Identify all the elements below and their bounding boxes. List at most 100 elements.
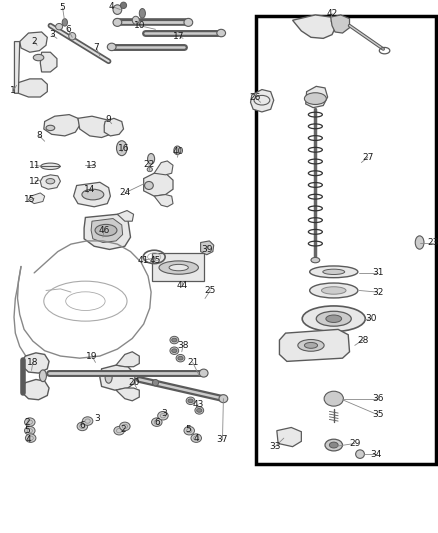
Ellipse shape — [114, 426, 124, 435]
Text: 28: 28 — [357, 336, 368, 344]
Polygon shape — [201, 241, 214, 255]
Polygon shape — [116, 352, 139, 367]
Text: 4: 4 — [26, 435, 31, 444]
Polygon shape — [100, 365, 135, 390]
Polygon shape — [23, 379, 49, 400]
Ellipse shape — [132, 17, 139, 25]
Polygon shape — [28, 193, 45, 204]
Text: 2: 2 — [121, 425, 126, 433]
Polygon shape — [78, 116, 113, 138]
Ellipse shape — [120, 422, 130, 431]
Polygon shape — [40, 52, 57, 72]
Polygon shape — [331, 15, 350, 33]
Polygon shape — [20, 32, 47, 52]
Text: 11: 11 — [29, 161, 41, 169]
Polygon shape — [84, 214, 131, 249]
Text: 27: 27 — [362, 153, 374, 161]
Ellipse shape — [310, 266, 358, 278]
Ellipse shape — [152, 418, 162, 426]
Polygon shape — [306, 86, 328, 108]
Ellipse shape — [329, 442, 338, 448]
Ellipse shape — [186, 397, 195, 405]
Ellipse shape — [25, 426, 35, 435]
Ellipse shape — [323, 269, 345, 274]
Ellipse shape — [184, 19, 193, 27]
Ellipse shape — [148, 154, 155, 164]
Ellipse shape — [170, 336, 179, 344]
Ellipse shape — [145, 181, 153, 189]
Text: 8: 8 — [36, 132, 42, 140]
Text: 20: 20 — [128, 378, 139, 387]
Text: 25: 25 — [205, 286, 216, 295]
Text: 3: 3 — [161, 409, 167, 417]
Ellipse shape — [117, 141, 127, 156]
Polygon shape — [251, 90, 274, 112]
Text: 34: 34 — [370, 450, 381, 458]
Text: 6: 6 — [65, 25, 71, 34]
Text: 31: 31 — [372, 269, 383, 277]
Text: 6: 6 — [79, 421, 85, 430]
Ellipse shape — [195, 407, 204, 414]
Text: 13: 13 — [86, 161, 98, 169]
Polygon shape — [18, 79, 47, 97]
Ellipse shape — [197, 408, 202, 413]
Ellipse shape — [191, 434, 201, 442]
Text: 1: 1 — [10, 86, 16, 95]
Ellipse shape — [159, 261, 198, 274]
Polygon shape — [293, 15, 336, 38]
Text: 9: 9 — [106, 116, 112, 124]
Text: 22: 22 — [143, 160, 155, 168]
Ellipse shape — [169, 264, 188, 271]
Text: 16: 16 — [118, 144, 129, 152]
Text: 37: 37 — [217, 435, 228, 444]
Ellipse shape — [113, 5, 122, 14]
Text: 4: 4 — [109, 2, 114, 11]
Ellipse shape — [311, 257, 320, 263]
Ellipse shape — [25, 418, 35, 426]
Ellipse shape — [39, 370, 46, 382]
Ellipse shape — [219, 394, 228, 403]
Text: 40: 40 — [173, 148, 184, 156]
Polygon shape — [144, 173, 173, 196]
Ellipse shape — [172, 338, 177, 342]
Ellipse shape — [113, 19, 122, 27]
Ellipse shape — [46, 179, 55, 184]
Text: 5: 5 — [60, 4, 66, 12]
Text: 39: 39 — [201, 245, 212, 254]
Polygon shape — [14, 42, 20, 93]
Text: 10: 10 — [134, 21, 145, 30]
Ellipse shape — [95, 224, 117, 236]
Ellipse shape — [105, 372, 112, 383]
Text: 15: 15 — [24, 196, 35, 204]
Text: 14: 14 — [84, 185, 95, 193]
Text: 46: 46 — [99, 226, 110, 235]
Text: 43: 43 — [192, 400, 204, 408]
Ellipse shape — [310, 283, 358, 298]
Ellipse shape — [56, 23, 63, 30]
Ellipse shape — [188, 399, 193, 403]
Text: 2: 2 — [25, 418, 30, 426]
Ellipse shape — [158, 411, 168, 420]
Ellipse shape — [217, 29, 226, 37]
Polygon shape — [44, 115, 80, 136]
Text: 4: 4 — [194, 434, 199, 442]
Text: 3: 3 — [49, 30, 55, 39]
Ellipse shape — [199, 369, 208, 377]
Text: 23: 23 — [427, 238, 438, 247]
Ellipse shape — [25, 434, 36, 442]
Ellipse shape — [152, 379, 159, 386]
Ellipse shape — [316, 311, 351, 326]
Text: 30: 30 — [366, 314, 377, 323]
Polygon shape — [23, 353, 49, 373]
Text: 7: 7 — [93, 44, 99, 52]
Text: 18: 18 — [27, 358, 39, 367]
Ellipse shape — [120, 2, 127, 9]
Bar — [152, 253, 204, 281]
Ellipse shape — [77, 422, 88, 431]
Polygon shape — [74, 182, 110, 207]
Polygon shape — [279, 329, 350, 361]
Text: 32: 32 — [372, 288, 383, 296]
Text: 41: 41 — [138, 256, 149, 264]
Text: 35: 35 — [372, 410, 383, 419]
Ellipse shape — [176, 354, 185, 362]
